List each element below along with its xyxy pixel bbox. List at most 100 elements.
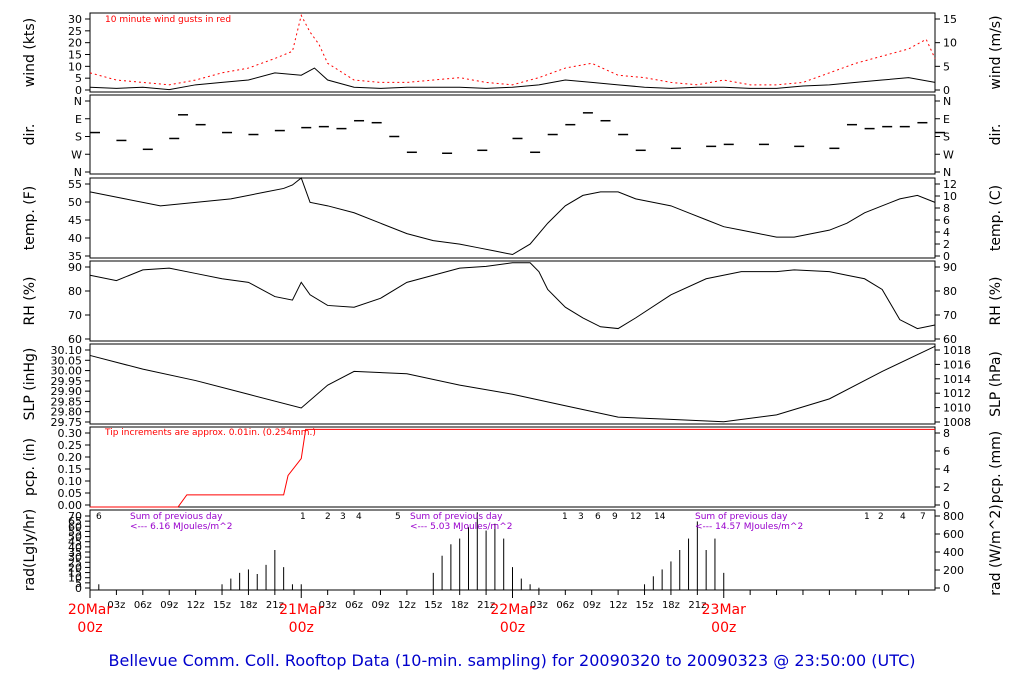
right-tick-label-slp: 1018: [943, 344, 971, 357]
left-tick-label-slp: 30.10: [51, 344, 83, 357]
day-label-hour: 00z: [289, 620, 314, 636]
hour-label: 15z: [424, 600, 442, 611]
left-tick-label-temp: 55: [68, 178, 82, 191]
left-tick-label-pcp: 0.20: [58, 451, 83, 464]
rad-sum-line1: Sum of previous day: [130, 512, 223, 522]
left-tick-label-pcp: 0.15: [58, 463, 83, 476]
right-tick-label-rh: 60: [943, 333, 957, 346]
right-tick-label-temp: 2: [943, 238, 950, 251]
left-tick-label-slp: 30.05: [51, 354, 83, 367]
rad-sum-line1: Sum of previous day: [410, 512, 503, 522]
rad-sum-line1: Sum of previous day: [695, 512, 788, 522]
right-tick-label-slp: 1016: [943, 358, 971, 371]
hour-label: 12z: [187, 600, 205, 611]
panel-frame-wind: [89, 12, 936, 93]
left-tick-label-rad: 70: [68, 510, 82, 523]
y-label-right-slp: SLP (hPa): [988, 351, 1004, 417]
left-tick-label-slp: 29.95: [51, 375, 83, 388]
panel-frame-slp: [89, 343, 936, 425]
rad-tip-label: 5: [395, 512, 401, 522]
rad-tip-label: 6: [595, 512, 601, 522]
day-label: 21Mar: [279, 602, 323, 618]
left-tick-label-temp: 40: [68, 232, 82, 245]
series-gust: [89, 13, 936, 86]
hour-label: 03z: [530, 600, 548, 611]
series-wind: [89, 67, 936, 91]
series-temp: [89, 177, 936, 256]
y-label-right-pcp: pcp. (mm): [988, 431, 1004, 504]
left-tick-label-dir: N: [74, 95, 82, 108]
day-label-hour: 00z: [77, 620, 102, 636]
rad-tip-label: 4: [900, 512, 906, 522]
right-tick-label-dir: E: [943, 113, 950, 126]
panel-frame-temp: [89, 177, 936, 259]
hour-label: 12z: [609, 600, 627, 611]
right-tick-label-pcp: 4: [943, 463, 950, 476]
left-tick-label-rad: 10: [68, 572, 82, 585]
right-tick-label-wind: 10: [943, 37, 957, 50]
left-tick-label-rh: 70: [68, 309, 82, 322]
left-tick-label-rh: 90: [68, 261, 82, 274]
rad-sum-line2: <--- 14.57 MJoules/m^2: [695, 522, 803, 532]
y-label-left-temp: temp. (F): [22, 186, 38, 251]
left-tick-label-pcp: 0.10: [58, 475, 83, 488]
right-tick-label-wind: 15: [943, 13, 957, 26]
y-label-left-slp: SLP (inHg): [22, 348, 38, 421]
y-label-right-dir: dir.: [988, 124, 1004, 146]
left-tick-label-wind: 5: [75, 72, 82, 85]
day-label: 22Mar: [490, 602, 534, 618]
right-tick-label-slp: 1010: [943, 402, 971, 415]
rad-tip-label: 6: [96, 512, 102, 522]
right-tick-label-dir: N: [943, 166, 951, 179]
left-tick-label-slp: 29.75: [51, 416, 83, 429]
right-tick-label-temp: 4: [943, 226, 950, 239]
hour-label: 06z: [134, 600, 152, 611]
left-tick-label-wind: 15: [68, 49, 82, 62]
day-label: 23Mar: [702, 602, 746, 618]
rad-tip-label: 9: [612, 512, 618, 522]
hour-label: 18z: [451, 600, 469, 611]
left-tick-label-rad: 35: [68, 546, 82, 559]
left-tick-label-slp: 30.00: [51, 365, 83, 378]
hour-label: 15z: [636, 600, 654, 611]
right-tick-label-slp: 1014: [943, 373, 971, 386]
rad-tip-label: 7: [920, 512, 926, 522]
left-tick-label-rad: 65: [68, 515, 82, 528]
y-label-right-temp: temp. (C): [988, 185, 1004, 251]
y-label-left-dir: dir.: [22, 124, 38, 146]
rad-tip-label: 3: [578, 512, 584, 522]
left-tick-label-rad: 55: [68, 525, 82, 538]
rad-tip-label: 1: [300, 512, 306, 522]
hour-label: 06z: [345, 600, 363, 611]
left-tick-label-rad: 15: [68, 567, 82, 580]
rad-sum-line2: <--- 5.03 MJoules/m^2: [410, 522, 512, 532]
right-tick-label-wind: 0: [943, 84, 950, 97]
y-label-right-wind: wind (m/s): [988, 15, 1004, 89]
wind-annotation: 10 minute wind gusts in red: [105, 15, 231, 25]
rad-tip-label: 2: [878, 512, 884, 522]
hour-label: 21z: [266, 600, 284, 611]
day-label-hour: 00z: [711, 620, 736, 636]
right-tick-label-temp: 10: [943, 190, 957, 203]
left-tick-label-temp: 45: [68, 214, 82, 227]
y-label-left-rh: RH (%): [22, 277, 38, 326]
left-tick-label-pcp: 0.25: [58, 439, 83, 452]
right-tick-label-pcp: 6: [943, 445, 950, 458]
right-tick-label-dir: W: [943, 148, 954, 161]
right-tick-label-rad: 200: [943, 564, 964, 577]
right-tick-label-rad: 0: [943, 582, 950, 595]
left-tick-label-wind: 25: [68, 25, 82, 38]
left-tick-label-wind: 10: [68, 60, 82, 73]
left-tick-label-rad: 30: [68, 551, 82, 564]
pcp-annotation: Tip increments are approx. 0.01in. (0.25…: [104, 428, 316, 438]
panel-frame-rh: [89, 260, 936, 342]
left-tick-label-rad: 60: [68, 520, 82, 533]
day-label: 20Mar: [68, 602, 112, 618]
chart-footer: Bellevue Comm. Coll. Rooftop Data (10-mi…: [109, 651, 916, 670]
hour-label: 03z: [319, 600, 337, 611]
right-tick-label-pcp: 0: [943, 499, 950, 512]
y-label-left-pcp: pcp. (in): [22, 438, 38, 496]
hour-label: 18z: [239, 600, 257, 611]
left-tick-label-wind: 20: [68, 37, 82, 50]
left-tick-label-rh: 80: [68, 285, 82, 298]
